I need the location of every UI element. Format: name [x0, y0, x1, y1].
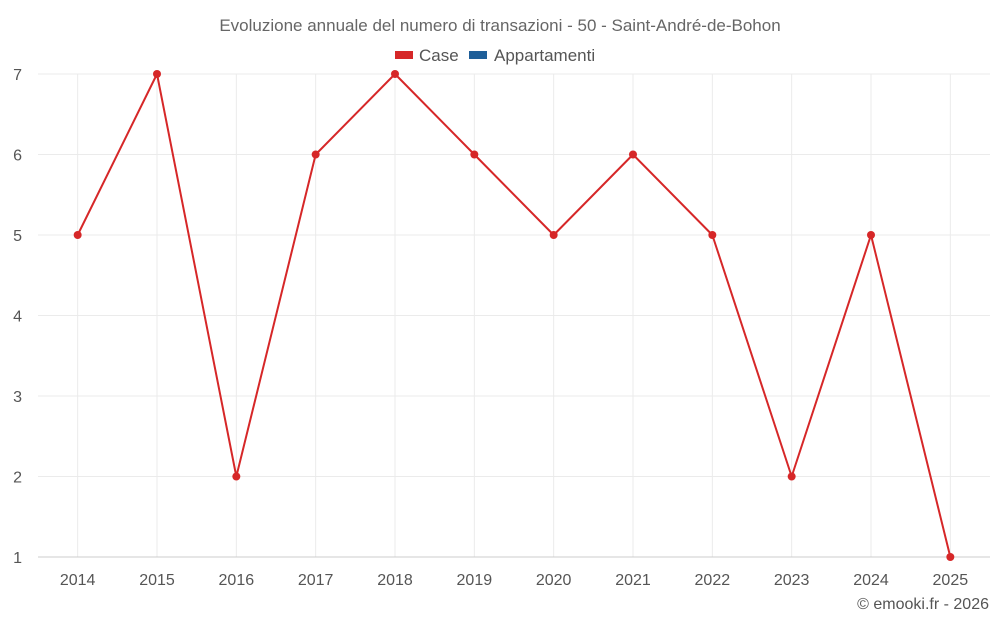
legend-item-case[interactable]: Case	[395, 46, 459, 65]
x-tick-label: 2022	[695, 572, 731, 589]
data-point[interactable]	[946, 553, 955, 561]
y-axis-ticks: 1 2 3 4 5 6 7	[13, 67, 22, 567]
y-tick-label: 7	[13, 67, 22, 84]
legend-item-appartamenti[interactable]: Appartamenti	[469, 46, 595, 65]
data-point[interactable]	[232, 472, 241, 481]
data-point[interactable]	[787, 472, 796, 481]
y-tick-label: 1	[13, 550, 22, 567]
series-case	[73, 70, 955, 561]
data-point[interactable]	[470, 150, 479, 159]
x-tick-label: 2018	[377, 572, 413, 589]
data-point[interactable]	[391, 70, 399, 78]
y-tick-label: 2	[13, 470, 22, 487]
legend-label-case[interactable]: Case	[419, 46, 459, 65]
y-gridlines	[38, 73, 990, 477]
x-tick-label: 2015	[139, 572, 175, 589]
data-point[interactable]	[867, 231, 875, 239]
series-line	[76, 73, 952, 558]
data-point[interactable]	[629, 150, 637, 159]
y-tick-label: 4	[13, 309, 22, 326]
legend-swatch-appartamenti	[469, 51, 487, 59]
y-tick-label: 5	[13, 228, 22, 245]
data-point[interactable]	[708, 231, 717, 239]
y-tick-label: 3	[13, 389, 22, 406]
data-point[interactable]	[549, 231, 558, 239]
data-point[interactable]	[73, 231, 82, 239]
legend-label-appartamenti[interactable]: Appartamenti	[494, 46, 595, 65]
x-tick-label: 2014	[60, 572, 96, 589]
legend-swatch-case	[395, 51, 413, 59]
x-tick-label: 2019	[457, 572, 493, 589]
x-axis-ticks: 2014 2015 2016 2017 2018 2019 2020 2021 2022 2023…	[60, 572, 968, 589]
x-tick-label: 2016	[219, 572, 255, 589]
credit: © emooki.fr - 2026	[857, 596, 989, 613]
chart-title: Evoluzione annuale del numero di transaz…	[219, 16, 780, 35]
legend[interactable]: Case Appartamenti	[395, 46, 595, 65]
data-point[interactable]	[311, 150, 320, 159]
x-tick-label: 2023	[774, 572, 810, 589]
x-tick-label: 2021	[615, 572, 651, 589]
data-point[interactable]	[153, 70, 161, 78]
x-tick-label: 2025	[933, 572, 969, 589]
x-tick-label: 2017	[298, 572, 334, 589]
y-tick-label: 6	[13, 148, 22, 165]
x-tick-label: 2024	[853, 572, 889, 589]
x-tick-label: 2020	[536, 572, 572, 589]
